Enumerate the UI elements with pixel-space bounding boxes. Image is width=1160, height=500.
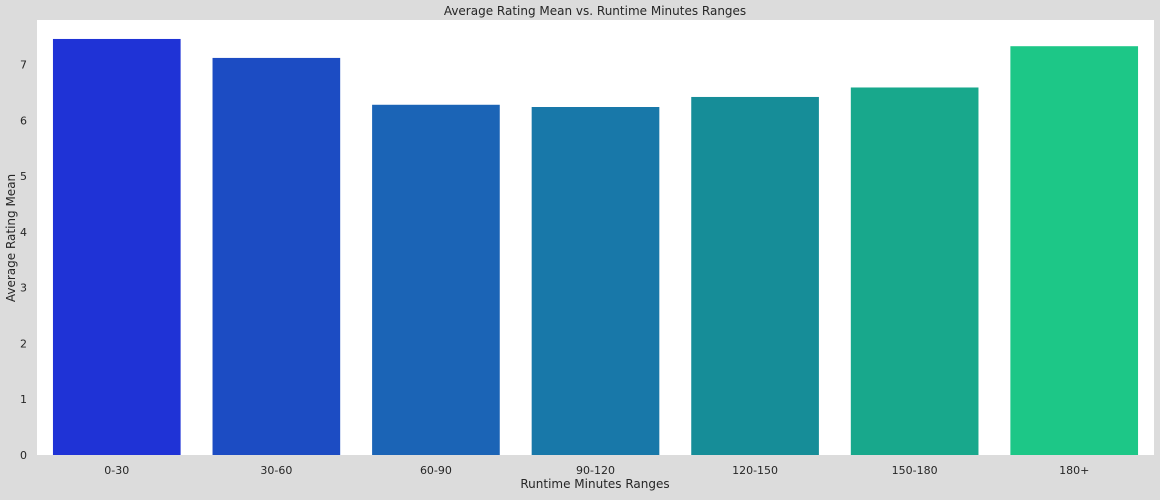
y-tick-label: 3 [20, 282, 27, 295]
y-axis-label: Average Rating Mean [4, 174, 18, 302]
x-ticks-group: 0-30 30-60 60-90 90-120 120-150 150-180 180+ [104, 464, 1089, 477]
bar-30-60 [212, 57, 341, 456]
y-tick-label: 6 [20, 114, 27, 127]
x-tick-label: 90-120 [576, 464, 615, 477]
bars-group [52, 38, 1139, 456]
bar-0-30 [52, 38, 181, 455]
y-tick-label: 5 [20, 170, 27, 183]
x-axis-label: Runtime Minutes Ranges [520, 477, 669, 491]
x-tick-label: 150-180 [892, 464, 938, 477]
y-tick-label: 4 [20, 226, 27, 239]
bar-180+ [1010, 46, 1139, 455]
y-tick-label: 7 [20, 59, 27, 72]
x-tick-label: 30-60 [260, 464, 292, 477]
chart-title: Average Rating Mean vs. Runtime Minutes … [444, 4, 746, 18]
bar-90-120 [531, 107, 660, 455]
y-tick-label: 1 [20, 393, 27, 406]
y-tick-label: 0 [20, 449, 27, 462]
bar-60-90 [372, 104, 500, 456]
x-tick-label: 60-90 [420, 464, 452, 477]
x-tick-label: 0-30 [104, 464, 129, 477]
y-tick-label: 2 [20, 337, 27, 350]
x-tick-label: 120-150 [732, 464, 778, 477]
y-ticks-group: 0 1 2 3 4 5 6 7 [20, 59, 27, 462]
bar-150-180 [850, 87, 979, 455]
x-tick-label: 180+ [1059, 464, 1089, 477]
bar-120-150 [691, 96, 819, 455]
